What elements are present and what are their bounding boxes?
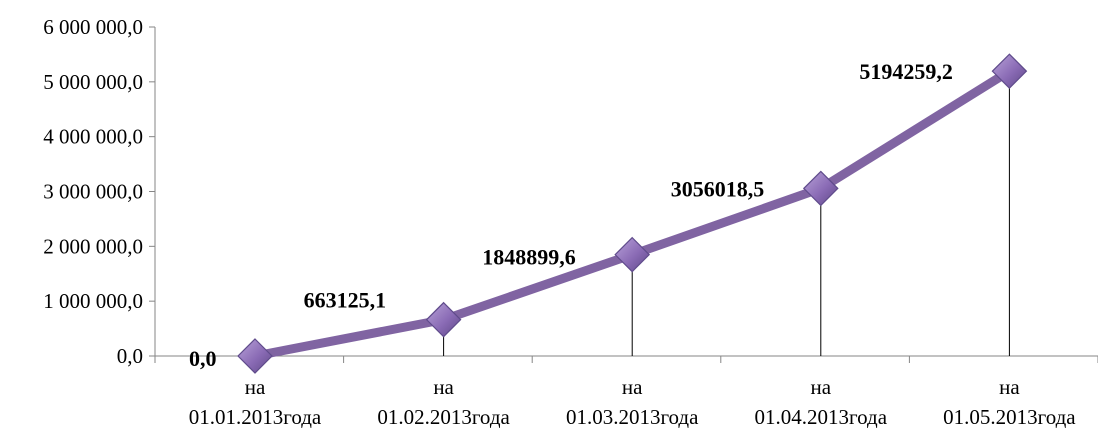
x-tick-label: на bbox=[245, 375, 266, 399]
x-tick-label: 01.04.2013года bbox=[755, 405, 888, 429]
x-tick-label: на bbox=[433, 375, 454, 399]
x-tick-label: 01.05.2013года bbox=[943, 405, 1076, 429]
y-tick-label: 3 000 000,0 bbox=[43, 180, 143, 204]
x-tick-label: 01.01.2013года bbox=[189, 405, 322, 429]
data-point-marker bbox=[802, 170, 839, 207]
y-tick-label: 5 000 000,0 bbox=[43, 70, 143, 94]
y-tick-label: 0,0 bbox=[117, 344, 143, 368]
data-label: 0,0 bbox=[189, 346, 217, 371]
data-point-marker bbox=[237, 338, 273, 374]
y-tick-label: 4 000 000,0 bbox=[43, 125, 143, 149]
data-markers bbox=[237, 53, 1028, 374]
x-tick-label: 01.03.2013года bbox=[566, 405, 699, 429]
y-tick-label: 6 000 000,0 bbox=[43, 15, 143, 39]
data-label: 663125,1 bbox=[304, 288, 387, 313]
data-point-marker bbox=[425, 301, 462, 338]
x-tick-label: на bbox=[811, 375, 832, 399]
data-point-marker bbox=[991, 53, 1028, 90]
y-axis-tick-labels: 0,0 1 000 000,0 2 000 000,0 3 000 000,0 4 00… bbox=[43, 15, 143, 368]
drop-lines bbox=[443, 71, 1010, 356]
data-point-marker bbox=[614, 236, 651, 273]
x-axis-tick-labels: на 01.01.2013года на 01.02.2013года на 01.03.… bbox=[189, 375, 1077, 429]
data-label: 1848899,6 bbox=[482, 245, 576, 270]
y-tick-label: 1 000 000,0 bbox=[43, 289, 143, 313]
data-label: 3056018,5 bbox=[671, 176, 765, 201]
data-labels: 0,0 663125,1 1848899,6 3056018,5 5194259,2 bbox=[189, 59, 953, 371]
x-tick-label: на bbox=[622, 375, 643, 399]
data-label: 5194259,2 bbox=[859, 59, 953, 84]
x-tick-label: 01.02.2013года bbox=[377, 405, 510, 429]
axes bbox=[149, 26, 1098, 363]
x-tick-label: на bbox=[999, 375, 1020, 399]
y-tick-label: 2 000 000,0 bbox=[43, 234, 143, 258]
